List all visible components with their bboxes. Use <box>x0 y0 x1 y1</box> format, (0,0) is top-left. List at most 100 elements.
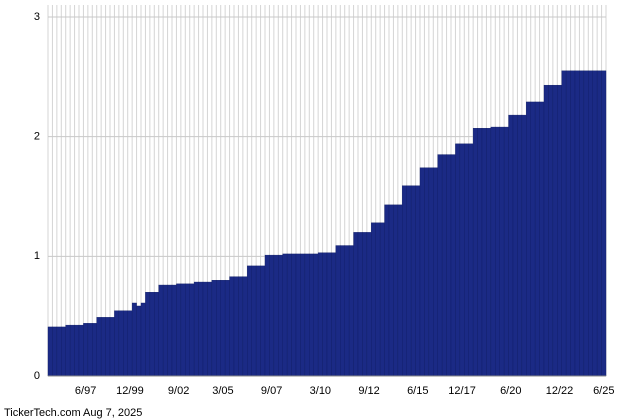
bar <box>335 245 341 377</box>
bar <box>65 324 71 377</box>
footer: TickerTech.com Aug 7, 2025 <box>4 407 142 419</box>
bar <box>601 70 607 377</box>
bar <box>326 252 332 377</box>
bar <box>503 126 509 377</box>
bar <box>508 114 514 377</box>
bar <box>295 253 301 377</box>
bar <box>379 222 385 377</box>
bar <box>362 232 368 377</box>
bar <box>109 317 115 377</box>
bar <box>78 324 84 377</box>
bar <box>176 283 182 377</box>
bar <box>154 292 159 377</box>
bar <box>313 253 319 377</box>
bar <box>322 252 328 377</box>
bar <box>242 276 248 377</box>
bar <box>198 281 204 377</box>
x-tick-label: 6/97 <box>75 385 96 397</box>
y-tick-label: 2 <box>34 131 40 143</box>
bar <box>570 70 576 377</box>
y-tick-label: 0 <box>34 370 40 382</box>
x-tick-label: 9/12 <box>358 385 379 397</box>
bar <box>406 185 412 377</box>
bar <box>574 70 580 377</box>
bar <box>207 281 213 377</box>
bar <box>371 222 376 377</box>
bar <box>140 302 146 377</box>
bar <box>162 284 168 377</box>
bar <box>189 283 195 377</box>
bar <box>180 283 186 377</box>
x-tick-label: 3/05 <box>212 385 233 397</box>
bar <box>136 305 142 377</box>
bar <box>331 252 337 377</box>
bar <box>357 232 363 377</box>
bar <box>388 204 394 377</box>
bar <box>96 317 102 377</box>
bar <box>92 323 97 377</box>
bar <box>255 265 261 377</box>
bar <box>118 310 124 377</box>
bar <box>539 101 545 377</box>
bar <box>402 185 407 377</box>
x-tick-label: 12/22 <box>546 385 574 397</box>
bar <box>211 280 217 377</box>
bar <box>565 70 571 377</box>
x-tick-label: 12/17 <box>448 385 476 397</box>
x-tick-label: 6/15 <box>407 385 428 397</box>
bar <box>384 204 390 377</box>
bar <box>278 254 283 377</box>
bar <box>415 185 421 377</box>
bar <box>83 323 89 377</box>
bar <box>596 70 602 377</box>
bar <box>149 292 155 377</box>
bar <box>193 281 199 377</box>
bar <box>247 265 252 377</box>
bar <box>592 70 598 377</box>
bar <box>171 284 177 377</box>
bar <box>100 317 106 377</box>
bar <box>260 265 266 377</box>
bar <box>158 284 164 377</box>
y-tick-label: 1 <box>34 250 40 262</box>
bar <box>579 70 585 377</box>
bar <box>216 280 221 377</box>
bar <box>583 70 589 377</box>
bar <box>472 128 478 377</box>
bar <box>353 232 359 377</box>
bar <box>87 323 93 377</box>
bar <box>486 128 492 377</box>
bar <box>52 326 58 377</box>
bar <box>74 324 80 377</box>
bar <box>145 292 151 377</box>
bar <box>464 143 469 377</box>
bar <box>459 143 465 377</box>
bar <box>273 254 279 377</box>
bar <box>344 245 350 377</box>
x-tick-label: 6/25 <box>593 385 614 397</box>
bar <box>548 84 554 377</box>
bar <box>233 276 239 377</box>
bar <box>127 310 133 377</box>
bar <box>304 253 310 377</box>
bar <box>428 167 434 377</box>
y-tick-label: 3 <box>34 11 40 23</box>
bar <box>224 280 230 377</box>
bar <box>433 167 438 377</box>
bar <box>340 245 345 377</box>
x-tick-label: 3/10 <box>310 385 331 397</box>
bar <box>123 310 128 377</box>
bar <box>530 101 536 377</box>
bar <box>269 254 275 377</box>
bar <box>393 204 399 377</box>
bar <box>309 253 314 377</box>
bar <box>220 280 226 377</box>
bar <box>375 222 381 377</box>
bar <box>286 253 292 377</box>
bar <box>105 317 111 377</box>
bar <box>499 126 505 377</box>
bar <box>477 128 483 377</box>
bar <box>397 204 403 377</box>
